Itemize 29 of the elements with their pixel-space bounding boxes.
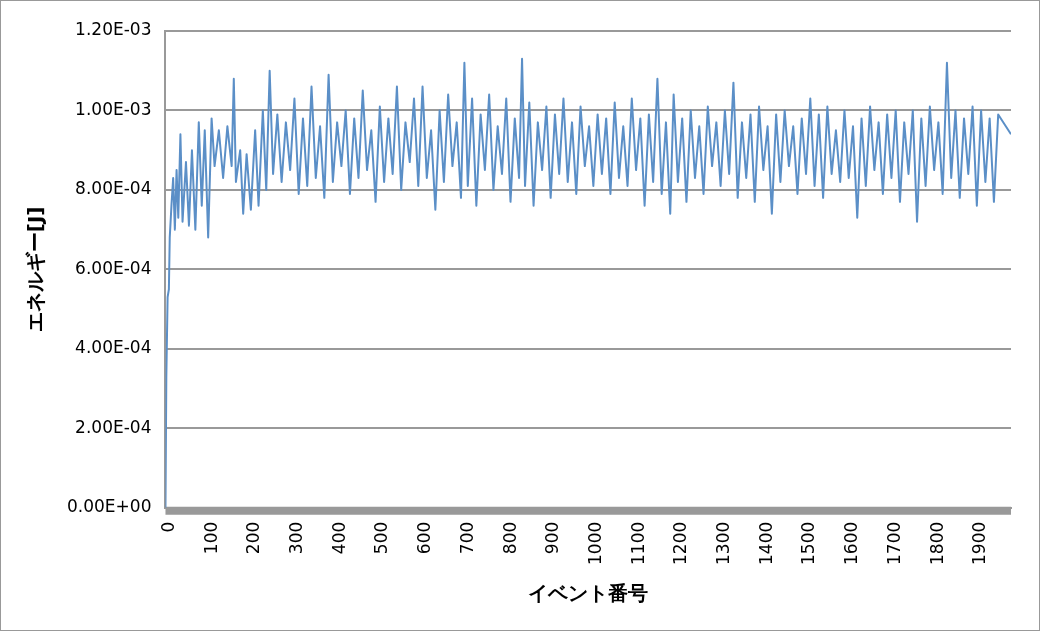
x-tick-label: 400: [328, 521, 349, 555]
x-axis-title: イベント番号: [528, 581, 649, 606]
x-tick-label: 200: [243, 521, 264, 555]
x-tick-label: 500: [371, 521, 392, 555]
x-tick-label: 1000: [584, 521, 605, 565]
x-tick-label: 1600: [841, 521, 862, 565]
y-tick-label: 4.00E-04: [75, 337, 152, 358]
y-tick-label: 6.00E-04: [75, 257, 152, 278]
x-tick-label: 1900: [969, 521, 990, 565]
x-tick-label: 800: [499, 521, 520, 555]
x-tick-label: 1400: [755, 521, 776, 565]
y-tick-label: 2.00E-04: [75, 416, 152, 437]
x-tick-label: 0: [157, 521, 178, 533]
x-tick-label: 1800: [926, 521, 947, 565]
x-tick-label: 100: [200, 521, 221, 555]
x-tick-label: 900: [542, 521, 563, 555]
x-tick-label: 300: [286, 521, 306, 555]
y-axis-title: エネルギー[J]: [23, 206, 48, 333]
x-tick-label: 1100: [627, 521, 648, 565]
x-tick-label: 1200: [670, 521, 691, 565]
y-tick-label: 1.20E-03: [75, 19, 152, 40]
x-tick-label: 1500: [798, 521, 819, 565]
x-tick-label: 700: [456, 521, 477, 555]
x-tick-label: 600: [414, 521, 435, 555]
y-tick-label: 0.00E+00: [67, 496, 152, 517]
y-tick-label: 1.00E-03: [75, 98, 152, 119]
y-tick-label: 8.00E-04: [75, 178, 152, 199]
x-tick-label: 1700: [883, 521, 904, 565]
x-tick-label: 1300: [713, 521, 734, 565]
